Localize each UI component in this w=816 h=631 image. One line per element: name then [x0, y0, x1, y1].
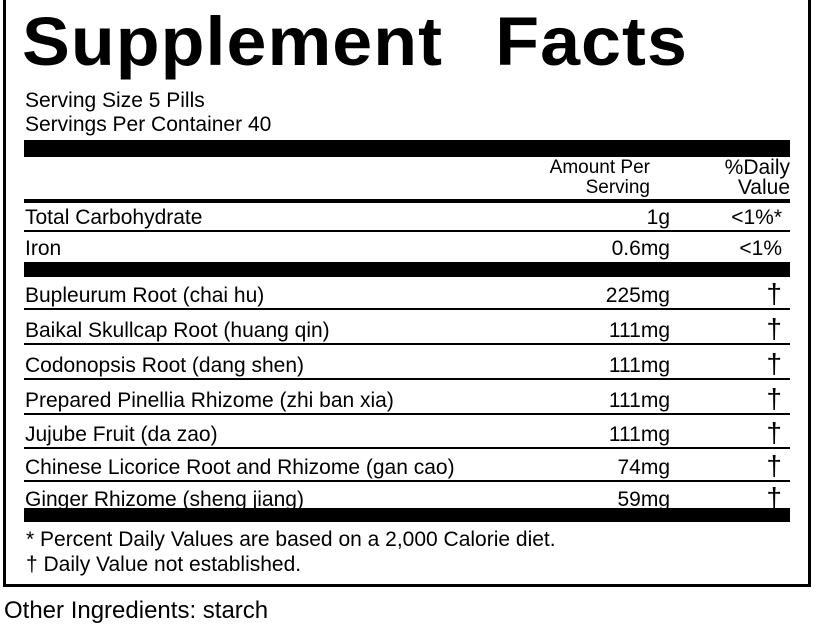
ingredient-dv: †	[766, 348, 782, 379]
serving-size: Serving Size 5 Pills	[25, 89, 205, 112]
ingredient-amount: 111mg	[608, 389, 670, 412]
ingredient-name: Chinese Licorice Root and Rhizome (gan c…	[25, 456, 455, 479]
footnote-not-established: † Daily Value not established.	[26, 553, 302, 576]
ingredient-amount: 225mg	[605, 284, 670, 307]
ingredient-name: Ginger Rhizome (sheng jiang)	[25, 488, 304, 511]
amount-header-line1: Amount Per	[549, 157, 650, 178]
ingredient-amount: 74mg	[617, 456, 670, 479]
ingredient-dv: †	[766, 482, 782, 513]
divider-thick	[24, 262, 790, 277]
ingredients-row: Baikal Skullcap Root (huang qin) 111mg †	[24, 313, 790, 345]
supplement-facts-panel	[3, 0, 811, 587]
other-ingredients: Other Ingredients: starch	[4, 597, 269, 624]
ingredient-dv: †	[766, 313, 782, 344]
ingredients-row: Prepared Pinellia Rhizome (zhi ban xia) 1…	[24, 383, 790, 415]
divider-medium	[24, 199, 790, 203]
ingredient-amount: 111mg	[608, 354, 670, 377]
nutrients-row: Iron 0.6mg <1%	[24, 232, 790, 261]
panel-title: Supplement Facts	[22, 3, 688, 80]
ingredient-name: Codonopsis Root (dang shen)	[25, 354, 305, 377]
ingredient-dv: †	[766, 450, 782, 481]
ingredient-amount: 111mg	[608, 319, 670, 342]
divider-thick	[24, 140, 790, 157]
ingredients-row: Chinese Licorice Root and Rhizome (gan c…	[24, 450, 790, 482]
nutrient-name: Iron	[25, 237, 62, 260]
amount-header-line2: Serving	[585, 177, 650, 198]
ingredient-name: Baikal Skullcap Root (huang qin)	[25, 319, 330, 342]
ingredient-amount: 59mg	[617, 488, 670, 511]
servings-per-container: Servings Per Container 40	[25, 113, 272, 136]
nutrients-row: Total Carbohydrate 1g <1%*	[24, 203, 790, 232]
dv-header: %Daily Value	[680, 156, 790, 199]
ingredient-dv: †	[766, 383, 782, 414]
ingredients-row: Bupleurum Root (chai hu) 225mg †	[24, 278, 790, 310]
nutrient-dv: <1%*	[731, 206, 782, 229]
ingredient-dv: †	[766, 278, 782, 309]
nutrient-amount: 1g	[646, 206, 670, 229]
footnote-daily-values: * Percent Daily Values are based on a 2,…	[26, 528, 556, 551]
ingredients-row: Ginger Rhizome (sheng jiang) 59mg †	[24, 480, 790, 512]
ingredients-row: Codonopsis Root (dang shen) 111mg †	[24, 348, 790, 380]
nutrient-name: Total Carbohydrate	[25, 206, 203, 229]
ingredients-row: Jujube Fruit (da zao) 111mg †	[24, 417, 790, 449]
ingredient-name: Bupleurum Root (chai hu)	[25, 284, 265, 307]
amount-header: Amount Per Serving	[520, 158, 650, 198]
dv-header-line1: %Daily	[724, 156, 790, 179]
ingredient-name: Jujube Fruit (da zao)	[25, 423, 218, 446]
ingredient-amount: 111mg	[608, 423, 670, 446]
ingredient-name: Prepared Pinellia Rhizome (zhi ban xia)	[25, 389, 394, 412]
nutrient-dv: <1%	[739, 237, 782, 260]
dv-header-line2: Value	[737, 176, 790, 199]
nutrient-amount: 0.6mg	[611, 237, 670, 260]
divider-thick	[24, 508, 790, 522]
ingredient-dv: †	[766, 417, 782, 448]
